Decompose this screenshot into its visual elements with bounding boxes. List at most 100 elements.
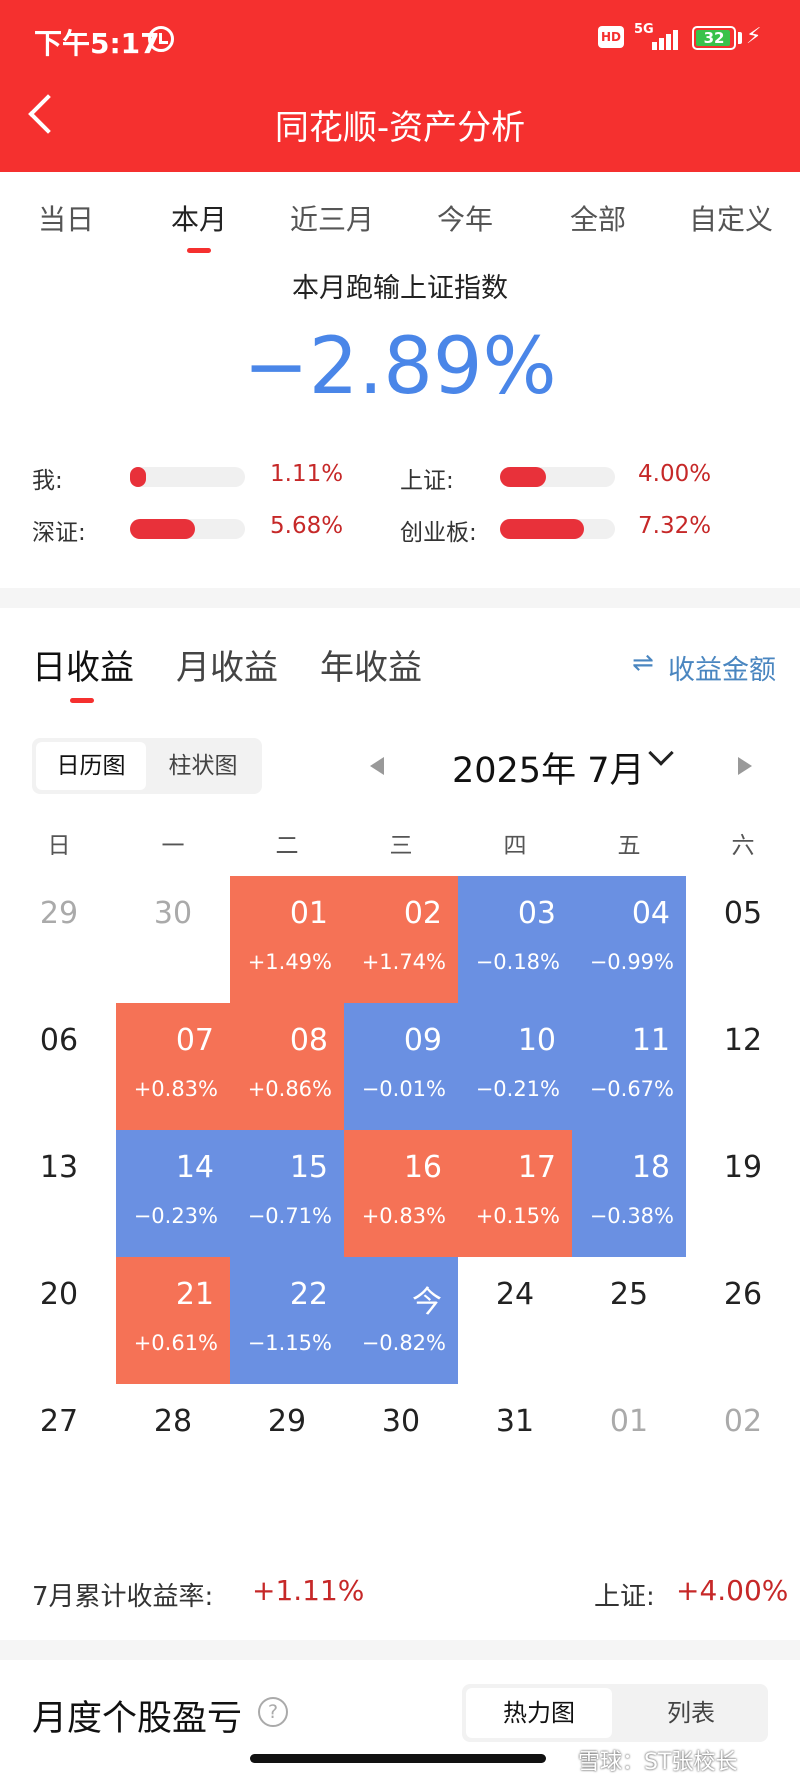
calendar-day[interactable]: 17 +0.15% bbox=[458, 1130, 572, 1257]
calendar-day-number: 05 bbox=[723, 896, 763, 931]
calendar-day-number: 16 bbox=[403, 1150, 442, 1185]
calendar-day[interactable]: 01 bbox=[572, 1384, 686, 1511]
benchmark-bar bbox=[500, 467, 615, 487]
income-tab[interactable]: 年收益 bbox=[320, 648, 422, 688]
benchmark-label: 创业板: bbox=[400, 520, 477, 546]
cumulative-value: +1.11% bbox=[252, 1574, 365, 1607]
calendar-day[interactable]: 28 bbox=[116, 1384, 230, 1511]
next-month-icon[interactable] bbox=[738, 757, 752, 775]
calendar-day[interactable]: 12 bbox=[686, 1003, 800, 1130]
calendar-day[interactable]: 24 bbox=[458, 1257, 572, 1384]
month-label[interactable]: 2025年 7月 bbox=[452, 751, 645, 791]
calendar-day[interactable]: 04 −0.99% bbox=[572, 876, 686, 1003]
range-tab[interactable]: 自定义 bbox=[688, 203, 773, 236]
battery-level: 32 bbox=[703, 29, 725, 47]
calendar-day-number: 06 bbox=[39, 1023, 79, 1058]
calendar-day-return: −1.15% bbox=[247, 1331, 332, 1355]
calendar-day-number: 11 bbox=[631, 1023, 670, 1058]
battery-tip bbox=[738, 32, 742, 44]
calendar-day[interactable]: 13 bbox=[2, 1130, 116, 1257]
calendar-day-return: −0.67% bbox=[589, 1077, 674, 1101]
app-header: 下午5:17 HD 5G 32 ⚡ 同花顺-资产分析 bbox=[0, 0, 800, 172]
amount-toggle[interactable]: 收益金额 bbox=[668, 655, 776, 686]
calendar-day-number: 14 bbox=[175, 1150, 214, 1185]
calendar-day[interactable]: 02 +1.74% bbox=[344, 876, 458, 1003]
calendar-day-return: −0.82% bbox=[361, 1331, 446, 1355]
range-tab[interactable]: 今年 bbox=[436, 203, 493, 236]
benchmark-label: 深证: bbox=[32, 520, 86, 546]
calendar-day-number: 01 bbox=[289, 896, 328, 931]
calendar-day-number: 01 bbox=[609, 1404, 649, 1439]
mode-toggle: 热力图 列表 bbox=[462, 1684, 768, 1742]
calendar-day[interactable]: 03 −0.18% bbox=[458, 876, 572, 1003]
calendar-day[interactable]: 07 +0.83% bbox=[116, 1003, 230, 1130]
chevron-down-icon[interactable] bbox=[648, 740, 674, 766]
section-divider bbox=[0, 588, 800, 608]
summary-title: 本月跑输上证指数 bbox=[292, 273, 508, 304]
calendar-day[interactable]: 14 −0.23% bbox=[116, 1130, 230, 1257]
income-tab[interactable]: 日收益 bbox=[32, 640, 134, 703]
calendar-day-number: 09 bbox=[403, 1023, 442, 1058]
mode-toggle-button[interactable]: 热力图 bbox=[466, 1688, 612, 1738]
calendar-day-number: 02 bbox=[403, 896, 442, 931]
calendar-day[interactable]: 今 −0.82% bbox=[344, 1257, 458, 1384]
swap-icon[interactable]: ⇌ bbox=[632, 648, 654, 678]
range-tab[interactable]: 全部 bbox=[569, 203, 626, 236]
calendar-day[interactable]: 30 bbox=[344, 1384, 458, 1511]
help-icon[interactable]: ? bbox=[258, 1697, 288, 1727]
calendar-day[interactable]: 15 −0.71% bbox=[230, 1130, 344, 1257]
calendar-day-return: +0.61% bbox=[133, 1331, 218, 1355]
mode-toggle-button[interactable]: 列表 bbox=[667, 1699, 715, 1727]
calendar-day-number: 10 bbox=[517, 1023, 556, 1058]
calendar-day[interactable]: 19 bbox=[686, 1130, 800, 1257]
range-tab[interactable]: 本月 bbox=[134, 198, 264, 253]
watermark: 雪球：ST张校长 bbox=[578, 1750, 738, 1775]
calendar-day[interactable]: 20 bbox=[2, 1257, 116, 1384]
calendar-day[interactable]: 02 bbox=[686, 1384, 800, 1511]
calendar-day-number: 18 bbox=[631, 1150, 670, 1185]
calendar-day[interactable]: 11 −0.67% bbox=[572, 1003, 686, 1130]
summary-value: −2.89% bbox=[243, 322, 557, 412]
calendar-day[interactable]: 31 bbox=[458, 1384, 572, 1511]
calendar-day[interactable]: 08 +0.86% bbox=[230, 1003, 344, 1130]
calendar-day-number: 03 bbox=[517, 896, 556, 931]
range-tabs: 当日 本月 近三月 今年 全部 自定义 bbox=[0, 172, 800, 264]
calendar-day-return: +0.86% bbox=[247, 1077, 332, 1101]
benchmark-bar-fill bbox=[130, 467, 146, 487]
calendar-day[interactable]: 30 bbox=[116, 876, 230, 1003]
status-time: 下午5:17 bbox=[34, 27, 160, 60]
income-tab[interactable]: 月收益 bbox=[176, 648, 278, 688]
hd-badge: HD bbox=[598, 26, 624, 48]
weekday-label: 五 bbox=[617, 833, 641, 859]
calendar-day[interactable]: 27 bbox=[2, 1384, 116, 1511]
calendar-day[interactable]: 29 bbox=[2, 876, 116, 1003]
calendar-day[interactable]: 29 bbox=[230, 1384, 344, 1511]
calendar-day[interactable]: 05 bbox=[686, 876, 800, 1003]
calendar-day-return: −0.71% bbox=[247, 1204, 332, 1228]
calendar-day[interactable]: 18 −0.38% bbox=[572, 1130, 686, 1257]
view-toggle-button[interactable]: 日历图 bbox=[36, 742, 146, 790]
weekday-label: 二 bbox=[275, 833, 299, 859]
calendar-day[interactable]: 06 bbox=[2, 1003, 116, 1130]
calendar-day[interactable]: 09 −0.01% bbox=[344, 1003, 458, 1130]
calendar-day[interactable]: 01 +1.49% bbox=[230, 876, 344, 1003]
calendar-day-number: 19 bbox=[723, 1150, 763, 1185]
calendar-day[interactable]: 16 +0.83% bbox=[344, 1130, 458, 1257]
prev-month-icon[interactable] bbox=[370, 757, 384, 775]
benchmark-bar-fill bbox=[130, 519, 195, 539]
calendar-day-number: 22 bbox=[289, 1277, 328, 1312]
calendar-day-number: 21 bbox=[175, 1277, 214, 1312]
view-toggle-button[interactable]: 柱状图 bbox=[168, 753, 238, 779]
signal-icon bbox=[652, 26, 682, 50]
calendar-day[interactable]: 26 bbox=[686, 1257, 800, 1384]
range-tab[interactable]: 当日 bbox=[37, 203, 94, 236]
calendar-day[interactable]: 21 +0.61% bbox=[116, 1257, 230, 1384]
benchmark-value: 7.32% bbox=[638, 513, 712, 539]
calendar-day-number: 24 bbox=[495, 1277, 535, 1312]
range-tab[interactable]: 近三月 bbox=[289, 203, 374, 236]
calendar-day[interactable]: 22 −1.15% bbox=[230, 1257, 344, 1384]
calendar-day[interactable]: 25 bbox=[572, 1257, 686, 1384]
benchmark-bar-fill bbox=[500, 519, 584, 539]
calendar-day-return: +1.49% bbox=[247, 950, 332, 974]
calendar-day[interactable]: 10 −0.21% bbox=[458, 1003, 572, 1130]
